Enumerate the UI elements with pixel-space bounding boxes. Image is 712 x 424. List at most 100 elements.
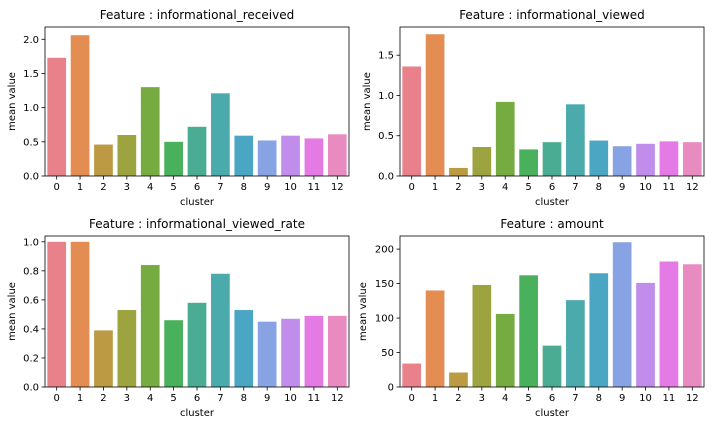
x-tick-label: 0 bbox=[409, 393, 415, 404]
bar-cluster-4 bbox=[140, 265, 160, 387]
y-axis-label: mean value bbox=[7, 282, 18, 341]
bar-cluster-1 bbox=[425, 290, 445, 387]
x-tick-label: 2 bbox=[100, 393, 106, 404]
bar-cluster-7 bbox=[211, 273, 230, 387]
y-tick-label: 0.2 bbox=[23, 353, 39, 364]
y-tick-label: 0.5 bbox=[23, 137, 39, 148]
y-tick-label: 2.0 bbox=[23, 35, 39, 46]
bar-cluster-11 bbox=[659, 261, 679, 387]
bar-cluster-8 bbox=[234, 310, 254, 387]
bar-cluster-5 bbox=[164, 320, 183, 387]
x-tick-label: 5 bbox=[170, 393, 176, 404]
y-tick-label: 200 bbox=[375, 245, 394, 256]
x-tick-label: 12 bbox=[686, 182, 699, 193]
bar-cluster-1 bbox=[425, 34, 445, 176]
x-tick-label: 7 bbox=[217, 393, 223, 404]
bar-cluster-5 bbox=[164, 141, 183, 176]
chart-title: Feature : informational_received bbox=[100, 8, 294, 22]
x-tick-label: 6 bbox=[549, 393, 555, 404]
bar-cluster-7 bbox=[566, 300, 585, 387]
bar-cluster-4 bbox=[495, 313, 515, 387]
x-tick-label: 3 bbox=[479, 182, 485, 193]
x-tick-label: 9 bbox=[264, 182, 270, 193]
bar-cluster-6 bbox=[187, 302, 207, 387]
x-tick-label: 3 bbox=[124, 182, 130, 193]
x-axis-label: cluster bbox=[180, 408, 215, 419]
y-tick-label: 0.0 bbox=[23, 172, 39, 183]
y-tick-label: 1.0 bbox=[378, 91, 394, 102]
x-tick-label: 2 bbox=[455, 182, 461, 193]
x-tick-label: 2 bbox=[100, 182, 106, 193]
bar-cluster-0 bbox=[47, 241, 67, 387]
x-tick-label: 11 bbox=[308, 393, 321, 404]
bar-cluster-12 bbox=[682, 264, 702, 387]
x-tick-label: 11 bbox=[663, 393, 676, 404]
x-tick-label: 1 bbox=[77, 182, 83, 193]
x-tick-label: 1 bbox=[432, 393, 438, 404]
x-tick-label: 12 bbox=[331, 182, 344, 193]
bar-cluster-3 bbox=[117, 134, 137, 176]
bar-cluster-2 bbox=[94, 144, 113, 176]
bar-cluster-12 bbox=[327, 315, 347, 387]
bar-cluster-8 bbox=[589, 273, 609, 387]
bar-cluster-10 bbox=[636, 143, 655, 176]
x-tick-label: 5 bbox=[525, 393, 531, 404]
x-tick-label: 3 bbox=[124, 393, 130, 404]
y-tick-label: 0.0 bbox=[378, 172, 394, 183]
y-tick-label: 100 bbox=[375, 314, 394, 325]
y-axis-label: mean value bbox=[358, 282, 369, 341]
bar-cluster-11 bbox=[659, 141, 679, 176]
y-tick-label: 1.5 bbox=[23, 69, 39, 80]
x-tick-label: 5 bbox=[525, 182, 531, 193]
y-tick-label: 0.5 bbox=[378, 131, 394, 142]
bar-cluster-12 bbox=[327, 134, 347, 176]
x-tick-label: 4 bbox=[502, 182, 508, 193]
y-tick-label: 50 bbox=[381, 348, 394, 359]
x-tick-label: 11 bbox=[663, 182, 676, 193]
x-tick-label: 4 bbox=[502, 393, 508, 404]
x-tick-label: 6 bbox=[194, 182, 200, 193]
y-axis-label: mean value bbox=[7, 72, 18, 131]
x-tick-label: 12 bbox=[331, 393, 344, 404]
y-tick-label: 0.6 bbox=[23, 295, 39, 306]
x-tick-label: 1 bbox=[77, 393, 83, 404]
x-tick-label: 2 bbox=[455, 393, 461, 404]
x-tick-label: 8 bbox=[596, 393, 602, 404]
bar-cluster-7 bbox=[566, 104, 585, 176]
x-axis-label: cluster bbox=[180, 197, 215, 208]
x-tick-label: 5 bbox=[170, 182, 176, 193]
x-tick-label: 9 bbox=[619, 393, 625, 404]
x-tick-label: 9 bbox=[619, 182, 625, 193]
bar-cluster-8 bbox=[589, 140, 609, 176]
x-tick-label: 10 bbox=[639, 393, 652, 404]
bar-cluster-3 bbox=[472, 147, 492, 176]
y-tick-label: 1.0 bbox=[23, 103, 39, 114]
bar-cluster-10 bbox=[281, 318, 300, 387]
bar-cluster-0 bbox=[47, 57, 67, 177]
x-tick-label: 11 bbox=[308, 182, 321, 193]
y-tick-label: 0.0 bbox=[23, 383, 39, 394]
bar-cluster-12 bbox=[682, 142, 702, 176]
x-tick-label: 0 bbox=[54, 182, 60, 193]
bar-cluster-10 bbox=[281, 135, 300, 176]
bar-cluster-4 bbox=[495, 101, 515, 176]
y-tick-label: 150 bbox=[375, 279, 394, 290]
x-tick-label: 7 bbox=[572, 182, 578, 193]
bar-cluster-9 bbox=[257, 140, 277, 176]
bar-cluster-9 bbox=[612, 146, 632, 176]
x-tick-label: 9 bbox=[264, 393, 270, 404]
bar-cluster-0 bbox=[402, 66, 422, 176]
bar-cluster-1 bbox=[70, 35, 90, 177]
bar-cluster-7 bbox=[211, 93, 230, 176]
x-tick-label: 6 bbox=[194, 393, 200, 404]
bar-cluster-3 bbox=[117, 310, 137, 387]
x-tick-label: 1 bbox=[432, 182, 438, 193]
x-tick-label: 0 bbox=[54, 393, 60, 404]
x-tick-label: 7 bbox=[217, 182, 223, 193]
x-tick-label: 8 bbox=[241, 393, 247, 404]
bar-cluster-9 bbox=[257, 321, 277, 387]
bar-cluster-6 bbox=[187, 126, 207, 176]
chart-panel-3: 0 1 2 3 4 5 6 7 8 9 10 11 120.00.20.40.60.81.0Featur… bbox=[7, 217, 350, 419]
bar-cluster-3 bbox=[472, 284, 492, 387]
